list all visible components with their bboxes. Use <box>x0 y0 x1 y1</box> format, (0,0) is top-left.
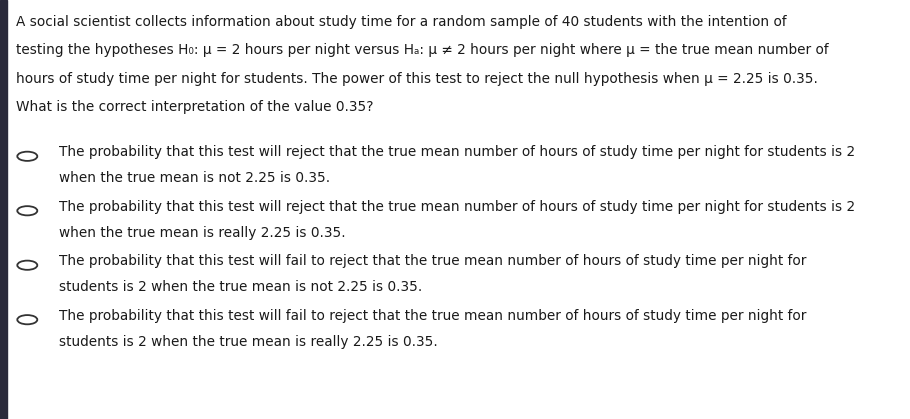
Text: The probability that this test will reject that the true mean number of hours of: The probability that this test will reje… <box>59 145 855 159</box>
Text: hours of study time per night for students. The power of this test to reject the: hours of study time per night for studen… <box>16 72 818 85</box>
Text: students is 2 when the true mean is not 2.25 is 0.35.: students is 2 when the true mean is not … <box>59 280 422 294</box>
Text: The probability that this test will fail to reject that the true mean number of : The probability that this test will fail… <box>59 254 806 268</box>
Text: The probability that this test will reject that the true mean number of hours of: The probability that this test will reje… <box>59 200 855 214</box>
Text: students is 2 when the true mean is really 2.25 is 0.35.: students is 2 when the true mean is real… <box>59 335 438 349</box>
Text: testing the hypotheses H₀: μ = 2 hours per night versus Hₐ: μ ≠ 2 hours per nigh: testing the hypotheses H₀: μ = 2 hours p… <box>16 43 829 57</box>
Text: The probability that this test will fail to reject that the true mean number of : The probability that this test will fail… <box>59 309 806 323</box>
Text: when the true mean is not 2.25 is 0.35.: when the true mean is not 2.25 is 0.35. <box>59 171 330 185</box>
Bar <box>0 0 7 419</box>
Text: A social scientist collects information about study time for a random sample of : A social scientist collects information … <box>16 15 787 28</box>
Text: when the true mean is really 2.25 is 0.35.: when the true mean is really 2.25 is 0.3… <box>59 226 346 240</box>
Text: What is the correct interpretation of the value 0.35?: What is the correct interpretation of th… <box>16 100 374 114</box>
